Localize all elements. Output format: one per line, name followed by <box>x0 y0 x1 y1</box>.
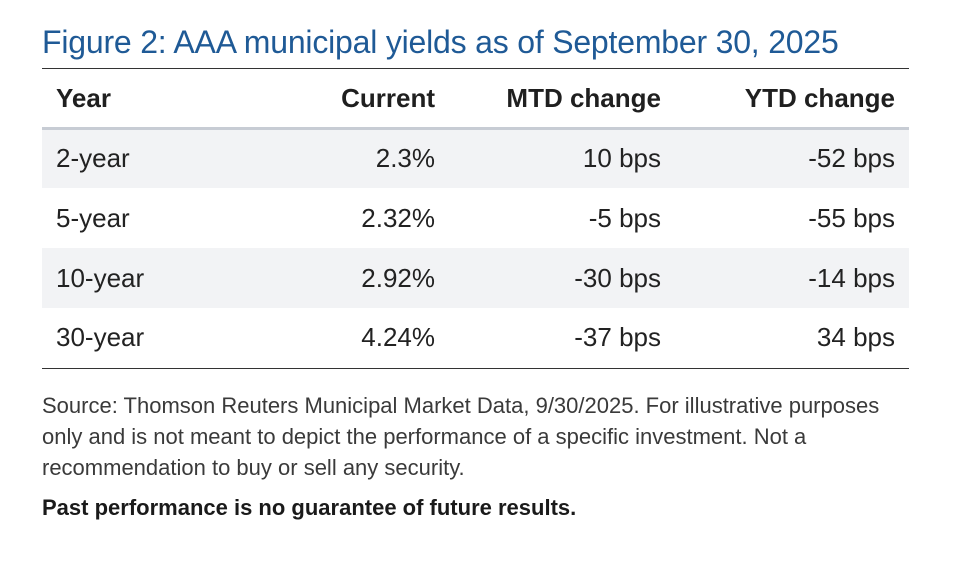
cell-year: 10-year <box>42 248 262 308</box>
cell-ytd-change: 34 bps <box>675 308 909 369</box>
table-row: 5-year 2.32% -5 bps -55 bps <box>42 188 909 248</box>
table-row: 2-year 2.3% 10 bps -52 bps <box>42 128 909 188</box>
header-current: Current <box>262 70 449 130</box>
performance-disclaimer: Past performance is no guarantee of futu… <box>42 495 577 520</box>
title-divider <box>42 68 909 69</box>
cell-ytd-change: -14 bps <box>675 248 909 308</box>
table-row: 10-year 2.92% -30 bps -14 bps <box>42 248 909 308</box>
header-year: Year <box>42 70 262 130</box>
cell-year: 2-year <box>42 128 262 188</box>
cell-year: 30-year <box>42 308 262 369</box>
table-row: 30-year 4.24% -37 bps 34 bps <box>42 308 909 369</box>
figure: Figure 2: AAA municipal yields as of Sep… <box>42 0 909 520</box>
figure-title: Figure 2: AAA municipal yields as of Sep… <box>42 24 839 60</box>
cell-current: 2.32% <box>361 202 435 233</box>
cell-ytd-change: -52 bps <box>675 128 909 188</box>
yields-table: Year Current MTD change YTD change 2-yea… <box>42 70 909 369</box>
cell-current: 2.3% <box>262 128 449 188</box>
cell-mtd-change: 10 bps <box>449 128 675 188</box>
table-header-row: Year Current MTD change YTD change <box>42 70 909 130</box>
cell-current: 4.24% <box>262 308 449 369</box>
header-mtd-change: MTD change <box>449 70 675 130</box>
cell-mtd-change: -30 bps <box>449 248 675 308</box>
cell-ytd-change: -55 bps <box>808 202 895 233</box>
cell-mtd-change: -5 bps <box>588 202 661 233</box>
header-ytd-change: YTD change <box>675 70 909 130</box>
cell-current: 2.92% <box>262 248 449 308</box>
source-note: Source: Thomson Reuters Municipal Market… <box>42 393 880 480</box>
cell-year: 5-year <box>56 202 130 233</box>
cell-mtd-change: -37 bps <box>449 308 675 369</box>
